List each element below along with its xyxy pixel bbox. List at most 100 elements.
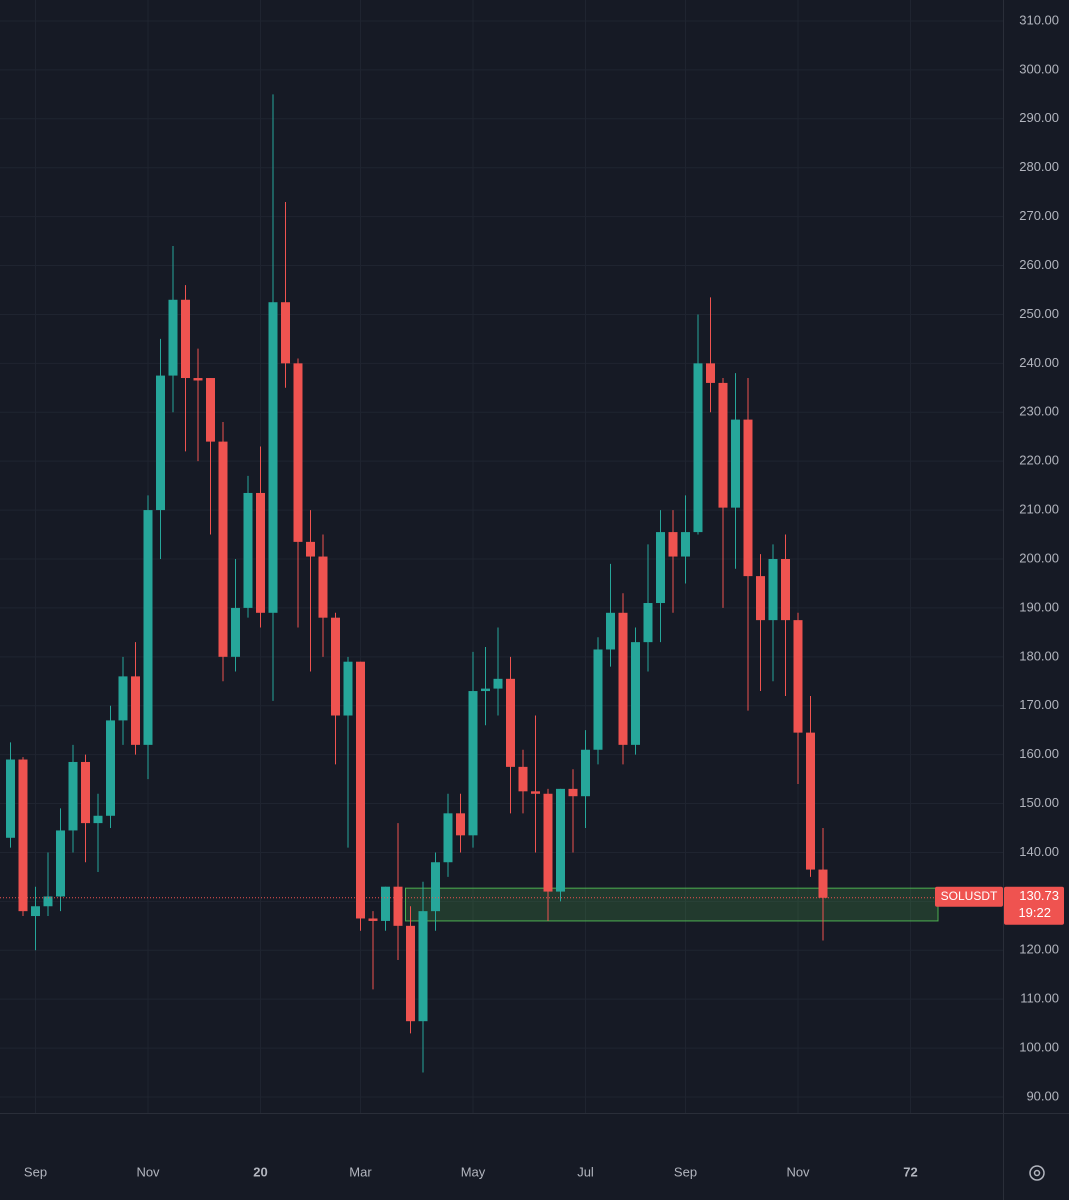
price-badge [1004,886,1064,925]
candle-body [768,558,778,621]
candle-body [156,375,165,511]
candle-body [293,363,303,542]
candle-body [606,612,615,650]
candle-body [56,830,65,897]
candle-body [281,302,290,364]
x-tick-label: Sep [24,1164,47,1179]
candle-body [368,918,378,921]
candle-body [631,642,640,745]
candle-body [806,732,815,870]
y-tick-label: 90.00 [1026,1088,1059,1103]
x-tick-label: Jul [577,1164,594,1179]
support-zone [405,887,939,922]
y-tick-label: 240.00 [1019,355,1059,370]
candle-body [81,761,90,824]
y-tick-label: 310.00 [1019,12,1059,27]
symbol-badge [935,886,1003,907]
candle-body [31,906,40,917]
candle-body [431,862,440,912]
x-tick-label: 72 [903,1164,917,1179]
y-tick-label: 110.00 [1020,991,1059,1006]
candle-body [743,419,753,577]
candle-body [693,363,703,533]
candle-body [418,911,428,1022]
y-tick-label: 100.00 [1019,1040,1059,1055]
x-tick-label: Mar [349,1164,372,1179]
candle-body [131,676,140,745]
candle-body [381,886,390,921]
gear-center [1033,1169,1041,1177]
last-price-label: 130.73 [1019,888,1059,903]
y-tick-label: 160.00 [1019,746,1059,761]
candle-body [93,815,103,824]
candle-body [481,688,490,692]
y-tick-label: 250.00 [1019,306,1059,321]
candle-body [143,510,153,745]
candle-body [531,791,540,794]
candle-body [318,556,328,618]
x-tick-label: May [461,1164,486,1179]
candle-body [393,886,403,926]
candle-body [556,788,565,892]
candle-body [781,558,790,621]
candle-body [168,299,178,376]
y-tick-label: 260.00 [1019,257,1059,272]
candle-body [731,419,740,508]
candle-body [568,788,578,797]
candle-body [618,612,628,745]
candle-body [118,676,128,721]
candle-body [306,541,315,557]
gear-ring [1029,1165,1045,1181]
candle-body [818,869,828,898]
settings-icon[interactable] [1029,1165,1045,1181]
candle-body [643,603,653,643]
y-tick-label: 300.00 [1019,61,1059,76]
candle-body [243,492,253,608]
candle-body [231,607,240,657]
candle-body [193,378,203,381]
y-tick-label: 280.00 [1019,159,1059,174]
candle-body [706,363,715,383]
candle-body [356,661,365,919]
axes: 90.00100.00110.00120.00130.00140.00150.0… [24,12,1064,1179]
candle-body [343,661,353,716]
candle-body [406,925,415,1022]
y-tick-label: 210.00 [1019,502,1059,517]
y-tick-label: 190.00 [1019,599,1059,614]
y-tick-label: 170.00 [1019,697,1059,712]
candle-body [6,759,15,838]
symbol-label: SOLUSDT [941,889,998,903]
countdown-label: 19:22 [1018,905,1051,920]
x-tick-label: Sep [674,1164,697,1179]
candle-body [331,617,340,716]
candle-body [18,759,28,912]
y-tick-label: 270.00 [1019,208,1059,223]
candle-body [456,813,465,836]
candle-body [681,532,690,557]
y-tick-label: 120.00 [1019,942,1059,957]
x-tick-label: Nov [136,1164,160,1179]
candle-body [668,532,678,557]
candle-body [793,620,803,733]
y-tick-label: 200.00 [1019,550,1059,565]
candle-body [218,441,228,657]
candle-body [43,896,53,907]
candle-body [543,793,553,892]
y-tick-label: 180.00 [1019,648,1059,663]
candle-body [106,720,115,816]
candle-body [518,766,528,792]
candle-body [756,576,765,621]
candle-body [256,492,265,613]
candle-body [718,382,728,508]
y-tick-label: 150.00 [1019,795,1059,810]
candle-body [206,378,215,442]
candle-body [493,678,503,689]
y-tick-label: 290.00 [1019,110,1059,125]
y-tick-label: 140.00 [1019,844,1059,859]
y-tick-label: 220.00 [1019,453,1059,468]
candle-body [268,302,278,613]
candle-body [656,532,665,604]
candle-body [181,299,190,379]
